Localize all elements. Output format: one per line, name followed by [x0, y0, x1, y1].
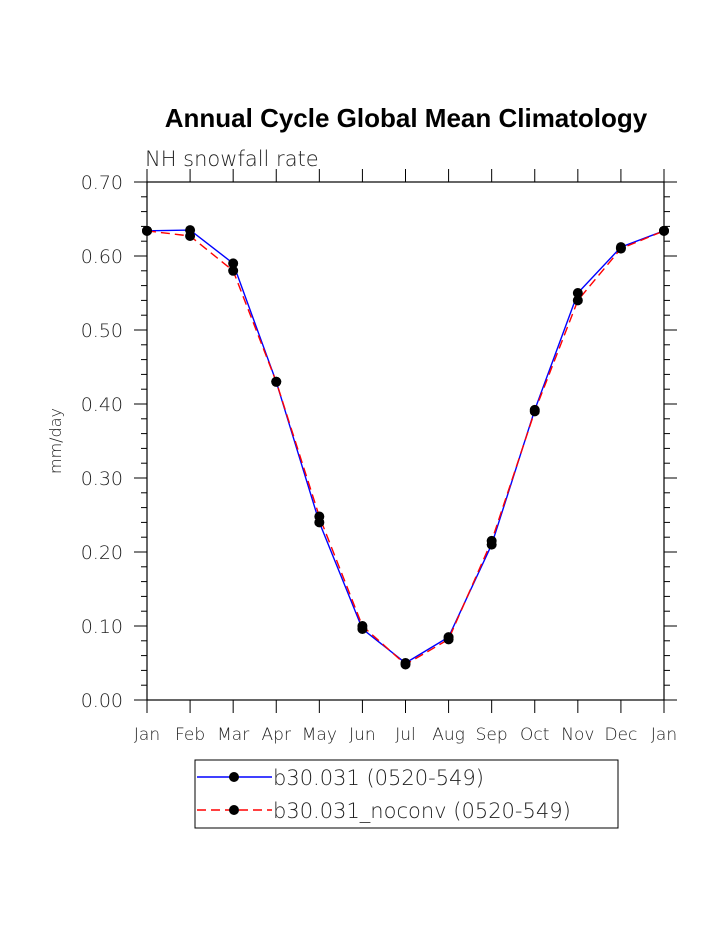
series-2-point	[314, 511, 325, 522]
y-axis-label: mm/day	[46, 408, 65, 474]
series-group	[142, 225, 669, 670]
legend-label-1: b30.031 (0520-549)	[273, 766, 484, 790]
series-2-point	[615, 243, 626, 254]
x-tick-label: Feb	[175, 725, 205, 745]
series-1-point	[228, 258, 239, 269]
legend-marker-2	[229, 805, 239, 815]
x-tick-label: Mar	[217, 725, 249, 745]
series-2-point	[529, 406, 540, 417]
y-tick-label: 0.10	[81, 616, 123, 638]
x-tick-label: Sep	[476, 725, 508, 745]
y-tick-label: 0.20	[81, 542, 123, 564]
x-tick-label: May	[302, 725, 337, 745]
series-2-point	[142, 225, 152, 236]
legend-marker-1	[229, 772, 239, 782]
y-tick-label: 0.60	[81, 246, 123, 268]
x-tick-label: Jan	[134, 725, 160, 745]
series-line-1	[146, 229, 665, 664]
series-2-point	[572, 295, 583, 306]
chart-subtitle: NH snowfall rate	[145, 147, 319, 171]
x-tick-label: Oct	[520, 725, 549, 745]
plot-frame	[146, 181, 665, 701]
x-tick-label: Apr	[262, 725, 291, 745]
x-tick-label: Jun	[349, 725, 376, 745]
series-2-point	[659, 225, 669, 236]
series-2-point	[185, 231, 196, 242]
legend-box	[194, 759, 619, 829]
y-tick-label: 0.70	[81, 172, 123, 194]
series-line-2	[146, 230, 665, 666]
series-2-point	[443, 634, 454, 645]
x-tick-label: Jan	[651, 725, 677, 745]
legend: b30.031 (0520-549) b30.031_noconv (0520-5…	[194, 759, 619, 829]
y-tick-label: 0.40	[81, 394, 123, 416]
series-2-point	[486, 535, 497, 546]
axes: 0.00 0.10 0.20 0.30 0.40 0.50 0.60 0.70 Jan Feb Ma…	[81, 169, 677, 745]
series-2-point	[271, 376, 282, 387]
x-tick-label: Dec	[604, 725, 637, 745]
series-2-point	[357, 621, 368, 631]
x-tick-label: Nov	[561, 725, 594, 745]
x-tick-label: Jul	[395, 725, 416, 745]
series-1-point	[572, 288, 583, 298]
y-tick-label: 0.30	[81, 468, 123, 490]
series-2-point	[228, 265, 239, 276]
y-tick-label: 0.50	[81, 320, 123, 342]
series-2-point	[400, 659, 411, 670]
x-tick-label: Aug	[432, 725, 465, 745]
legend-label-2: b30.031_noconv (0520-549)	[273, 799, 571, 823]
chart-title: Annual Cycle Global Mean Climatology	[165, 103, 648, 133]
y-tick-label: 0.00	[81, 690, 123, 712]
